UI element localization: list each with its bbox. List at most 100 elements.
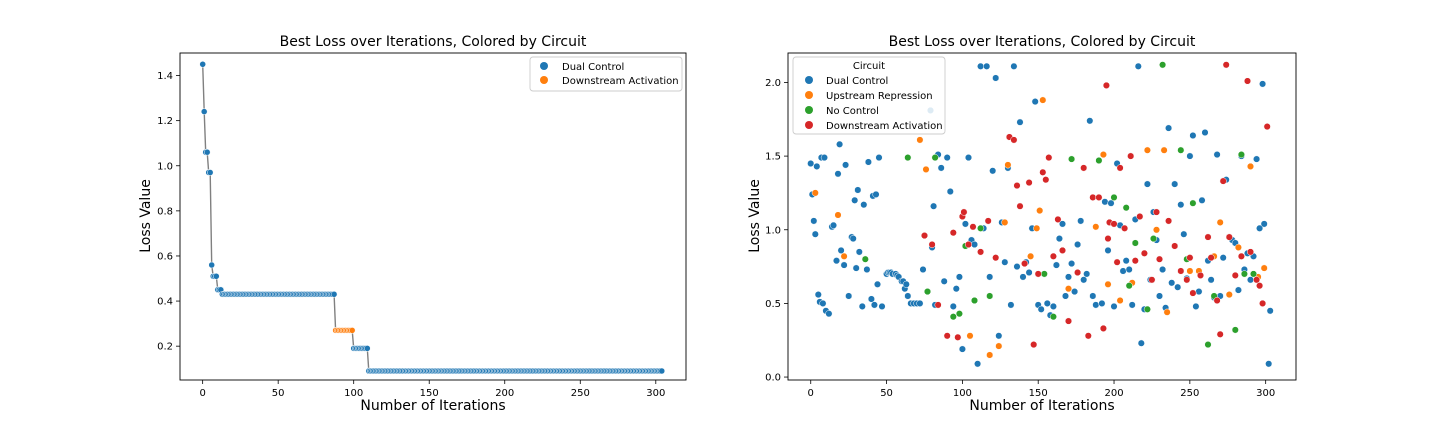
left-xtick-label: 0 <box>199 388 205 399</box>
scatter-point-dual-control <box>1159 265 1167 274</box>
scatter-point-no-control <box>1249 270 1258 278</box>
scatter-point-dual-control <box>1134 62 1142 70</box>
scatter-point-dual-control <box>958 345 966 353</box>
scatter-point-downstream-activation <box>1034 270 1042 278</box>
scatter-point-no-control <box>1095 156 1103 165</box>
scatter-point-downstream-activation <box>1110 220 1118 228</box>
scatter-point-dual-control <box>1186 152 1194 160</box>
scatter-point-downstream-activation <box>1152 208 1161 216</box>
scatter-point-dual-control <box>1037 305 1045 313</box>
scatter-point-dual-control <box>834 170 842 178</box>
scatter-point-no-control <box>1237 151 1245 159</box>
scatter-point-dual-control <box>937 164 945 172</box>
best-loss-point <box>206 169 214 176</box>
scatter-point-upstream-repression <box>834 211 842 219</box>
scatter-point-dual-control <box>1171 180 1179 188</box>
scatter-point-dual-control <box>1122 257 1130 265</box>
scatter-point-upstream-repression <box>1234 243 1242 251</box>
scatter-point-upstream-repression <box>840 252 848 260</box>
left-ytick-label: 0.8 <box>157 206 173 217</box>
left-legend-box <box>529 56 683 92</box>
scatter-point-upstream-repression <box>1099 151 1107 159</box>
scatter-point-dual-control <box>916 299 924 307</box>
scatter-point-dual-control <box>1089 292 1097 300</box>
scatter-point-upstream-repression <box>1104 280 1112 288</box>
scatter-point-no-control <box>861 255 869 263</box>
scatter-point-dual-control <box>1192 302 1200 310</box>
right-chart-legend: Circuit Dual Control Upstream Repression… <box>792 56 946 135</box>
scatter-point-downstream-activation <box>1016 202 1024 210</box>
right-ytick-label: 0.0 <box>765 373 781 384</box>
scatter-point-upstream-repression <box>1216 218 1224 226</box>
scatter-point-dual-control <box>1016 118 1024 126</box>
scatter-point-dual-control <box>1256 224 1264 232</box>
scatter-point-dual-control <box>872 190 880 198</box>
scatter-point-upstream-repression <box>1260 264 1268 272</box>
left-legend-label-dual-control: Dual Control <box>562 62 624 73</box>
scatter-point-upstream-repression <box>1152 226 1161 234</box>
scatter-point-dual-control <box>810 217 818 225</box>
scatter-point-no-control <box>1149 235 1158 243</box>
scatter-point-dual-control <box>1125 265 1133 274</box>
scatter-point-downstream-activation <box>1222 61 1230 69</box>
left-legend-label-downstream-activation: Downstream Activation <box>562 76 679 87</box>
scatter-point-dual-control <box>1128 301 1136 309</box>
scatter-point-dual-control <box>1068 260 1076 268</box>
scatter-point-dual-control <box>983 62 991 70</box>
right-legend-label-downstream-activation: Downstream Activation <box>826 121 943 132</box>
scatter-point-downstream-activation <box>1021 260 1029 268</box>
scatter-point-dual-control <box>1043 299 1051 307</box>
scatter-point-dual-control <box>1071 288 1079 296</box>
scatter-point-dual-control <box>1058 220 1067 228</box>
scatter-point-dual-control <box>1010 62 1018 70</box>
scatter-point-dual-control <box>829 221 838 229</box>
scatter-point-dual-control <box>1049 302 1057 310</box>
scatter-point-downstream-activation <box>1030 341 1038 349</box>
scatter-point-downstream-activation <box>928 240 936 249</box>
scatter-point-no-control <box>949 313 957 321</box>
scatter-point-downstream-activation <box>1171 242 1179 250</box>
scatter-point-downstream-activation <box>1216 330 1224 338</box>
scatter-point-dual-control <box>867 295 875 303</box>
scatter-point-dual-control <box>1019 273 1027 281</box>
scatter-point-downstream-activation <box>1204 233 1212 241</box>
scatter-point-dual-control <box>873 280 882 288</box>
scatter-point-upstream-repression <box>1039 96 1047 104</box>
scatter-point-dual-control <box>807 159 815 168</box>
scatter-point-dual-control <box>1101 198 1109 206</box>
scatter-point-downstream-activation <box>1013 182 1021 190</box>
scatter-point-dual-control <box>1031 98 1039 106</box>
scatter-point-upstream-repression <box>1163 308 1171 316</box>
scatter-point-dual-control <box>949 302 957 310</box>
scatter-point-downstream-activation <box>1207 254 1215 262</box>
scatter-point-dual-control <box>1001 258 1009 266</box>
scatter-point-no-control <box>1068 155 1076 163</box>
scatter-point-dual-control <box>819 299 827 307</box>
scatter-point-upstream-repression <box>995 342 1003 350</box>
scatter-point-downstream-activation <box>1219 177 1227 185</box>
scatter-point-downstream-activation <box>949 229 957 237</box>
scatter-point-downstream-activation <box>1054 215 1062 223</box>
scatter-point-dual-control <box>952 285 960 293</box>
scatter-point-dual-control <box>1201 128 1209 137</box>
left-ytick-label: 0.2 <box>157 342 173 353</box>
scatter-point-downstream-activation <box>1127 152 1135 160</box>
scatter-point-dual-control <box>1092 301 1100 309</box>
scatter-point-dual-control <box>1107 199 1115 207</box>
scatter-point-upstream-repression <box>1186 267 1194 275</box>
scatter-point-downstream-activation <box>1177 267 1185 275</box>
scatter-point-downstream-activation <box>1042 176 1050 184</box>
scatter-point-dual-control <box>940 277 948 285</box>
right-chart-ticks: 0 50 100 150 200 250 300 0.0 0.5 1.0 1.5 2.0 <box>765 78 1275 399</box>
scatter-point-no-control <box>1049 313 1057 321</box>
scatter-point-downstream-activation <box>1183 276 1191 284</box>
scatter-point-dual-control <box>1025 268 1033 277</box>
scatter-point-dual-control <box>1077 217 1085 225</box>
scatter-point-upstream-repression <box>1001 218 1009 226</box>
scatter-point-dual-control <box>992 74 1000 82</box>
scatter-point-upstream-repression <box>986 351 994 359</box>
scatter-point-dual-control <box>1189 131 1197 140</box>
scatter-point-dual-control <box>1207 276 1215 284</box>
scatter-point-dual-control <box>849 235 857 243</box>
scatter-point-downstream-activation <box>977 248 985 256</box>
